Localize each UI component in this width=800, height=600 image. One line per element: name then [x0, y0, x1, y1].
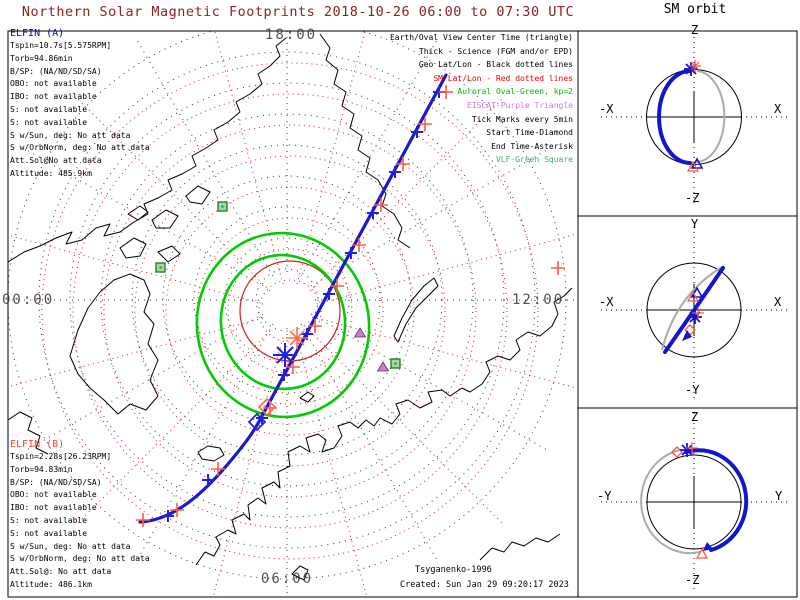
legend-item: Earth/Oval View Center Time (triangle) — [389, 33, 573, 42]
orbit-arc-gray — [694, 70, 726, 164]
elfin-a-info-block: ELFIN (A) Tspin=10.7s[5.575RPM] Torb=94.… — [10, 28, 150, 181]
elfin-a-line: S: not available — [10, 117, 88, 127]
elfin-b-line: IBO: not available — [10, 503, 97, 513]
elfin-a-line: S: not available — [10, 104, 88, 114]
auroral-oval — [195, 231, 371, 419]
elfin-a-line: Altitude: 485.9km — [10, 168, 92, 178]
created-timestamp: Created: Sun Jan 29 09:20:17 2023 — [400, 580, 569, 590]
mlt-label-18: 18:00 — [264, 27, 318, 43]
elfin-a-header: ELFIN (A) — [10, 28, 65, 39]
elfin-b-line: S w/OrbNorm, deg: No att data — [10, 554, 150, 564]
elfin-a-line: Torb=94.86min — [10, 53, 73, 63]
elfin-b-line: B/SP: (NA/ND/SD/SA) — [10, 477, 102, 487]
elfin-a-line: OBO: not available — [10, 79, 97, 89]
p2-axis-up: Y — [691, 217, 699, 231]
legend-item: Tick Marks every 5min — [471, 114, 573, 124]
p1-axis-up: Z — [691, 23, 699, 37]
p3-axis-up: Z — [691, 410, 699, 424]
p3-axis-right: Y — [775, 489, 783, 503]
orbit-asterisk-b — [686, 442, 698, 454]
p1-axis-down: -Z — [685, 191, 700, 205]
orbit-asterisk-b — [689, 60, 701, 72]
mlt-label-06: 06:00 — [260, 571, 314, 587]
sm-orbit-panel-yz — [601, 413, 790, 590]
orbit-arc-blue — [684, 448, 749, 552]
sm-orbit-panel-title: SM orbit — [663, 2, 727, 17]
vlf-square — [155, 201, 401, 369]
p2-axis-left: -X — [599, 295, 614, 309]
sm-orbit-panel-xy — [601, 222, 790, 400]
elfin-a-line: IBO: not available — [10, 92, 97, 102]
orbit-track-blue — [663, 266, 725, 354]
legend-item: Start Time-Diamond — [486, 128, 573, 138]
orbit-asterisk-b — [692, 307, 704, 319]
legend-item: VLF-Green Square — [495, 155, 573, 165]
legend-item: EISCAT-Purple Triangle — [467, 100, 573, 110]
legend-item: Geo Lat/Lon - Black dotted lines — [418, 60, 573, 70]
legend-item: SM Lat/Lon - Red dotted lines — [433, 73, 573, 83]
p2-axis-right: X — [774, 295, 782, 309]
p1-axis-left: -X — [599, 102, 614, 116]
elfin-b-line: Att.Sol@: No att data — [10, 567, 112, 577]
orbit-triangle-b — [686, 160, 700, 172]
start-diamond-b — [257, 397, 277, 417]
elfin-a-line: S w/Sun, deg: No att data — [10, 130, 131, 140]
elfin-a-line: S w/OrbNorm, deg: No att data — [10, 143, 150, 153]
elfin-b-header: ELFIN (B) — [10, 439, 65, 450]
elfin-b-line: S w/Sun, deg: No att data — [10, 541, 131, 551]
elfin-a-line: Att.Sol@No att data — [10, 156, 102, 166]
p3-axis-left: -Y — [597, 489, 612, 503]
start-diamond-a — [247, 412, 267, 432]
sm-orbit-panel-xz — [601, 37, 790, 207]
orbit-arc-gray — [661, 266, 723, 351]
mlt-label-00: 00:00 — [2, 292, 55, 308]
elfin-b-line: OBO: not available — [10, 490, 97, 500]
elfin-b-line: S: not available — [10, 528, 88, 538]
tick-marks-b — [136, 85, 565, 527]
orbit-triangle-a — [690, 286, 704, 298]
elfin-a-line: B/SP: (NA/ND/SD/SA) — [10, 66, 102, 76]
elfin-b-line: S: not available — [10, 515, 88, 525]
orbit-panel-border — [577, 30, 798, 598]
sm-polar-circle — [239, 260, 341, 362]
elfin-b-line: Altitude: 486.1km — [10, 579, 92, 589]
orbit-triangle-b — [686, 290, 700, 302]
end-asterisk-b — [286, 327, 308, 349]
p2-axis-down: -Y — [685, 383, 700, 397]
elfin-a-line: Tspin=10.7s[5.575RPM] — [10, 41, 112, 50]
orbit-arrowhead — [703, 542, 713, 551]
coastlines — [8, 33, 573, 581]
p3-axis-down: -Z — [685, 573, 700, 587]
legend-item: Auroral Oval-Green, kp=2 — [457, 87, 573, 97]
orbit-arc-gray — [640, 449, 701, 555]
model-label: Tsyganenko-1996 — [415, 565, 492, 575]
p1-axis-right: X — [774, 102, 782, 116]
elfin-b-info-block: ELFIN (B) Tspin=2.28s[26.23RPM] Torb=94.… — [10, 439, 150, 592]
legend-item: Thick - Science (FGM and/or EPD) — [418, 46, 573, 56]
orbit-triangle-b — [695, 547, 709, 559]
legend-item: End Time-Asterisk — [491, 141, 573, 151]
elfin-b-line: Tspin=2.28s[26.23RPM] — [10, 452, 112, 461]
mlt-label-12: 12:00 — [512, 292, 565, 308]
orbit-asterisk-a — [684, 62, 698, 76]
end-asterisk-a — [273, 343, 297, 367]
map-legend: Earth/Oval View Center Time (triangle) T… — [390, 31, 573, 167]
orbit-asterisk-a — [688, 310, 702, 324]
orbit-arrowhead — [682, 330, 692, 341]
page-title: Northern Solar Magnetic Footprints 2018-… — [21, 4, 575, 20]
elfin-b-line: Torb=94.83min — [10, 464, 73, 474]
eiscat-triangle — [353, 327, 390, 372]
geo-graticule — [8, 31, 578, 597]
orbit-arc-blue — [657, 69, 692, 165]
